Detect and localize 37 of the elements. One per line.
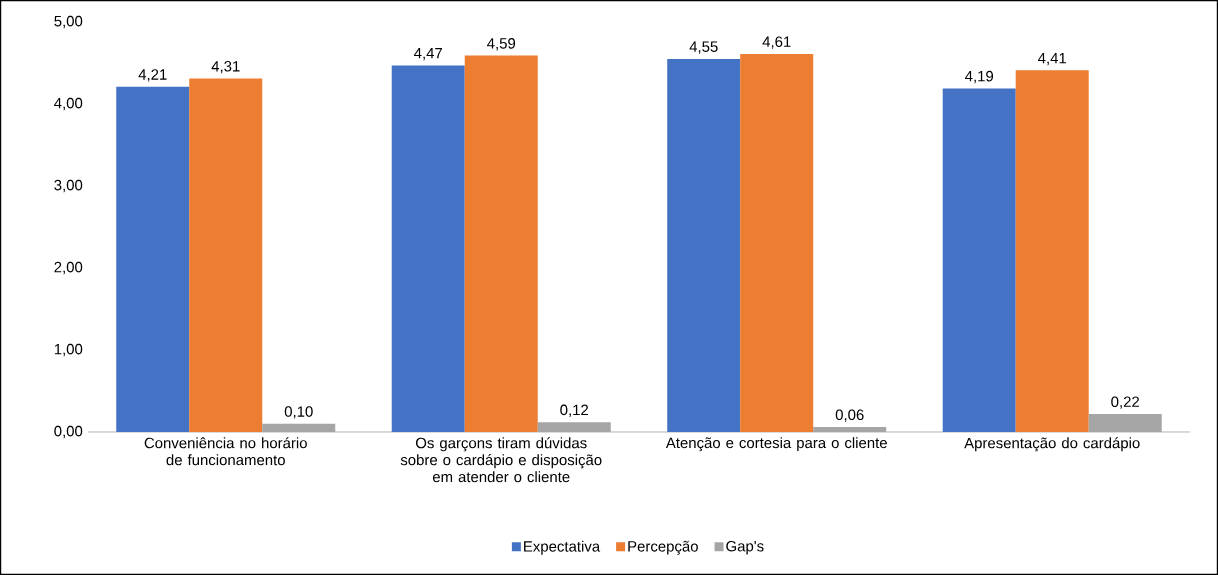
y-tick-label: 5,00 [54, 15, 83, 29]
bar [667, 58, 741, 432]
y-tick-label: 0,00 [54, 425, 83, 439]
bar [262, 423, 336, 432]
data-label: 4,55 [689, 41, 718, 54]
data-label: 4,59 [487, 38, 516, 51]
bar [116, 86, 190, 432]
data-label: 0,22 [1111, 396, 1140, 409]
data-label: 4,61 [762, 36, 791, 49]
bar [740, 53, 814, 432]
data-label: 0,12 [560, 404, 589, 417]
data-label: 0,10 [284, 406, 313, 419]
data-label: 4,47 [414, 48, 443, 61]
data-label: 4,41 [1038, 52, 1067, 66]
x-tick-label: Os garçons tiram dúvidas sobre o cardápio e disposição em atender o cliente [400, 437, 602, 483]
y-tick-label: 3,00 [54, 179, 83, 193]
y-tick-label: 4,00 [54, 97, 83, 111]
x-tick-label: Conveniência no horário de funcionamento [144, 437, 307, 466]
legend-label: Gap's [726, 540, 764, 555]
bar [1088, 413, 1162, 432]
y-tick-label: 2,00 [54, 261, 83, 275]
data-label: 4,21 [138, 69, 167, 82]
bar [1015, 70, 1089, 432]
bar [942, 88, 1016, 432]
legend-label: Expectativa [524, 540, 601, 555]
bar [813, 427, 887, 432]
data-label: 4,31 [211, 61, 240, 74]
bar [464, 55, 538, 432]
y-tick-label: 1,00 [54, 343, 83, 357]
data-label: 0,06 [835, 409, 864, 422]
x-tick-label: Atenção e cortesia para o cliente [665, 437, 887, 452]
bar [391, 65, 465, 432]
x-tick-label: Apresentação do cardápio [964, 437, 1140, 452]
bar [537, 422, 611, 432]
legend-label: Percepção [628, 540, 698, 555]
bar [189, 78, 263, 432]
data-label: 4,19 [965, 70, 994, 84]
